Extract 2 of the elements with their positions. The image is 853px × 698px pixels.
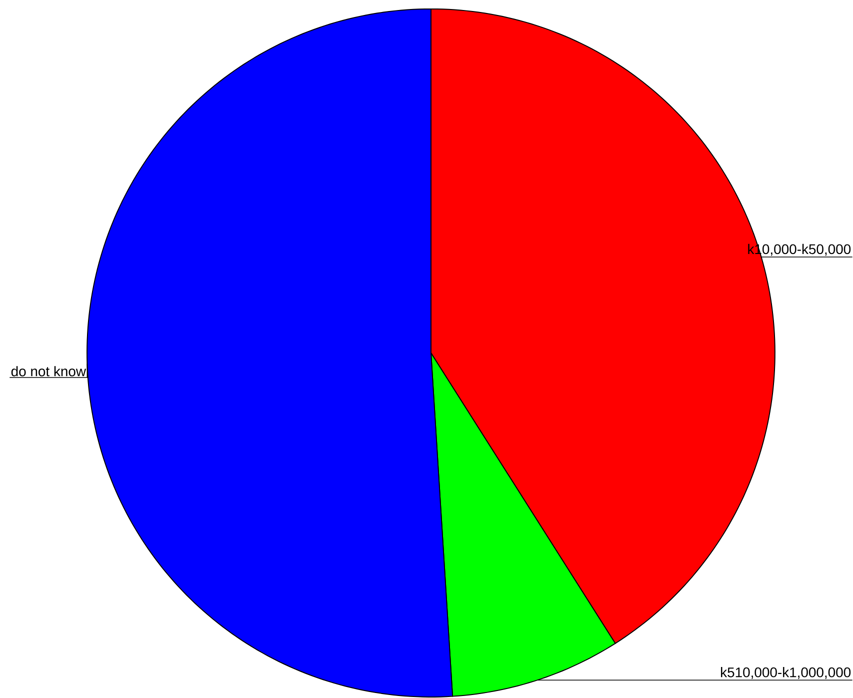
- slice-label: k510,000-k1,000,000: [721, 667, 851, 679]
- slice-label: do not know: [11, 366, 86, 376]
